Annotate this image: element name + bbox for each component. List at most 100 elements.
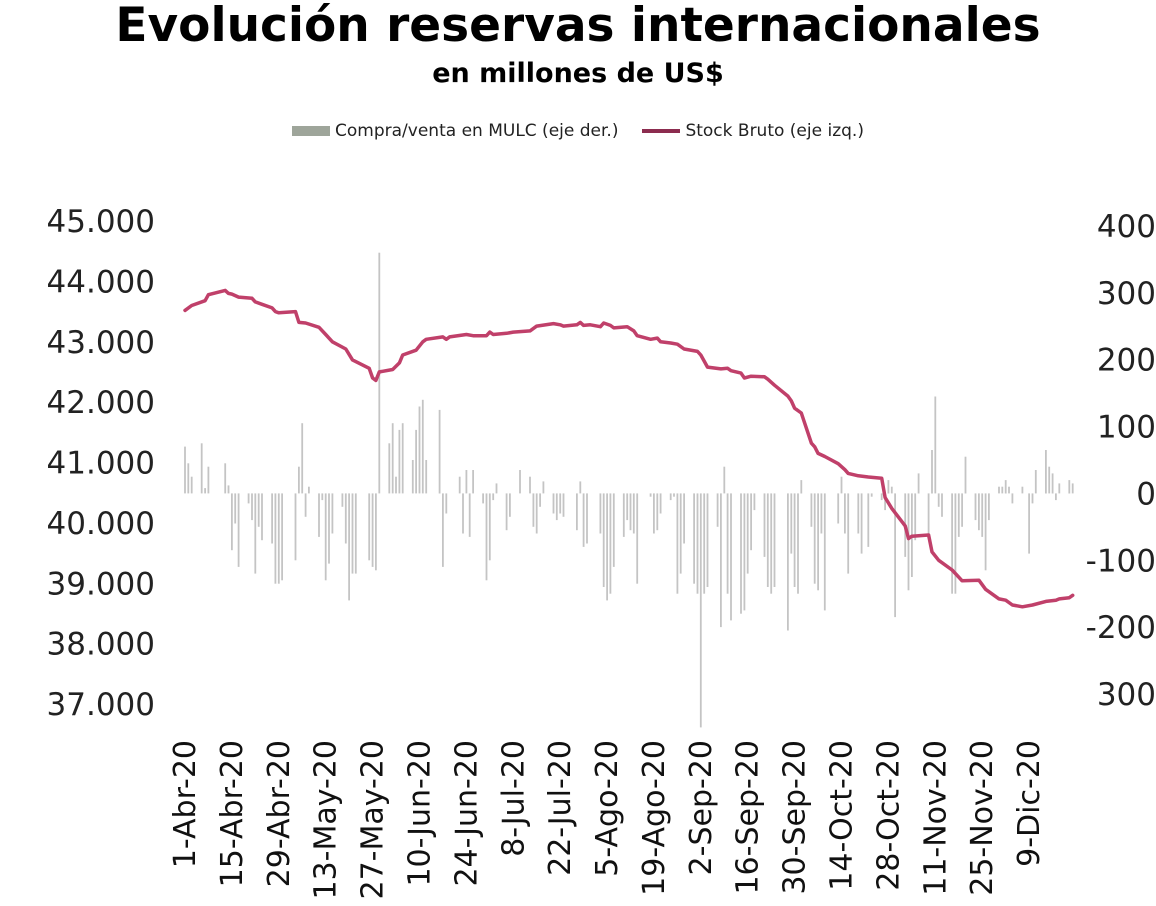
mulc-bar (200, 443, 203, 494)
x-tick-label: 16-Sep-20 (731, 740, 766, 895)
x-tick-label: 28-Oct-20 (871, 740, 906, 891)
mulc-bar (445, 493, 448, 514)
mulc-bar (509, 493, 511, 517)
x-tick-label: 29-Abr-20 (262, 740, 297, 887)
mulc-bar (415, 429, 417, 494)
mulc-bar (706, 493, 709, 587)
mulc-bar (622, 493, 625, 537)
left-axis: 45.000 44.000 43.000 42.000 41.000 40.000 39.0… (47, 204, 155, 723)
mulc-bar (542, 481, 545, 494)
mulc-bar (817, 493, 819, 591)
mulc-bar (964, 456, 967, 494)
mulc-bar (301, 423, 304, 494)
mulc-bar (974, 493, 977, 521)
mulc-bar (954, 493, 957, 594)
mulc-bar (438, 409, 441, 494)
mulc-bar (716, 493, 719, 527)
legend-swatch-bars (292, 126, 331, 136)
left-tick-label: 39.000 (47, 566, 155, 602)
mulc-bar (308, 486, 310, 494)
mulc-bar (1058, 483, 1061, 494)
mulc-bar (746, 493, 749, 574)
mulc-bar (837, 493, 840, 524)
mulc-bar (482, 493, 484, 504)
mulc-bar (539, 493, 541, 507)
mulc-bar (703, 493, 706, 594)
mulc-bar (998, 486, 1000, 494)
legend-label-bars: Compra/venta en MULC (eje der.) (335, 121, 619, 141)
mulc-bar (495, 483, 498, 494)
mulc-bar (354, 493, 357, 574)
mulc-bar (465, 470, 468, 494)
x-tick-label: 19-Ago-20 (637, 740, 672, 896)
mulc-bar (391, 423, 394, 494)
x-tick-label: 30-Sep-20 (778, 740, 813, 895)
legend-label-line: Stock Bruto (eje izq.) (685, 121, 864, 141)
mulc-bar (894, 493, 896, 618)
left-tick-label: 42.000 (47, 385, 155, 421)
mulc-bar (375, 493, 377, 571)
mulc-bar (331, 493, 334, 534)
mulc-bar (931, 450, 933, 494)
mulc-bar (857, 493, 860, 534)
mulc-bar (673, 493, 675, 497)
chart-title: Evolución reservas internacionales (115, 0, 1041, 53)
mulc-bar (766, 493, 769, 587)
mulc-bar (790, 493, 793, 554)
mulc-bar (880, 493, 883, 501)
mulc-bar (328, 493, 330, 564)
mulc-bar (699, 493, 702, 728)
mulc-bar (951, 493, 953, 594)
x-axis: 1-Abr-20 15-Abr-20 29-Abr-20 13-May-20 27-Ma… (168, 740, 1047, 900)
mulc-bar (981, 493, 984, 537)
mulc-bar (344, 493, 347, 544)
legend-item-bars: Compra/venta en MULC (eje der.) (292, 121, 618, 141)
mulc-bar (723, 466, 726, 494)
mulc-bar (1028, 493, 1030, 554)
left-tick-label: 43.000 (47, 325, 155, 361)
mulc-bar (576, 493, 578, 531)
mulc-bar (1008, 486, 1010, 494)
mulc-bar (693, 493, 695, 584)
mulc-bar (190, 476, 193, 494)
mulc-bar (411, 460, 414, 494)
mulc-bar (472, 470, 474, 494)
mulc-bar (656, 493, 659, 531)
x-tick-label: 27-May-20 (356, 740, 391, 900)
x-tick-label: 15-Abr-20 (215, 740, 250, 887)
right-tick-label: -200 (1086, 610, 1156, 646)
mulc-bar (813, 493, 816, 584)
mulc-bar (1071, 483, 1074, 494)
x-tick-label: 10-Jun-20 (403, 740, 438, 887)
mulc-bar (870, 493, 873, 497)
mulc-bar (941, 493, 943, 517)
mulc-bar (247, 493, 250, 504)
mulc-bar (532, 493, 535, 527)
mulc-bar (418, 406, 421, 494)
mulc-bar (562, 493, 565, 517)
mulc-bar (612, 493, 615, 567)
mulc-bar (271, 493, 273, 544)
mulc-bar (184, 446, 186, 494)
x-tick-label: 13-May-20 (309, 740, 344, 900)
mulc-bar (401, 423, 404, 494)
mulc-bar (251, 493, 253, 521)
mulc-bar (425, 460, 428, 494)
mulc-bar (626, 493, 629, 521)
mulc-bar (231, 493, 233, 551)
mulc-bar (529, 476, 531, 494)
mulc-bar (629, 493, 632, 531)
mulc-bar (800, 480, 803, 494)
mulc-bar (559, 493, 562, 514)
legend-swatch-line (642, 129, 681, 133)
mulc-bar (676, 493, 679, 594)
x-tick-label: 2-Sep-20 (684, 740, 719, 875)
mulc-bar (388, 443, 391, 494)
mulc-bar (579, 481, 582, 494)
mulc-bar (492, 493, 495, 501)
left-tick-label: 38.000 (47, 627, 155, 663)
mulc-bar (1031, 493, 1034, 504)
mulc-bar (1004, 480, 1007, 494)
left-tick-label: 40.000 (47, 506, 155, 542)
